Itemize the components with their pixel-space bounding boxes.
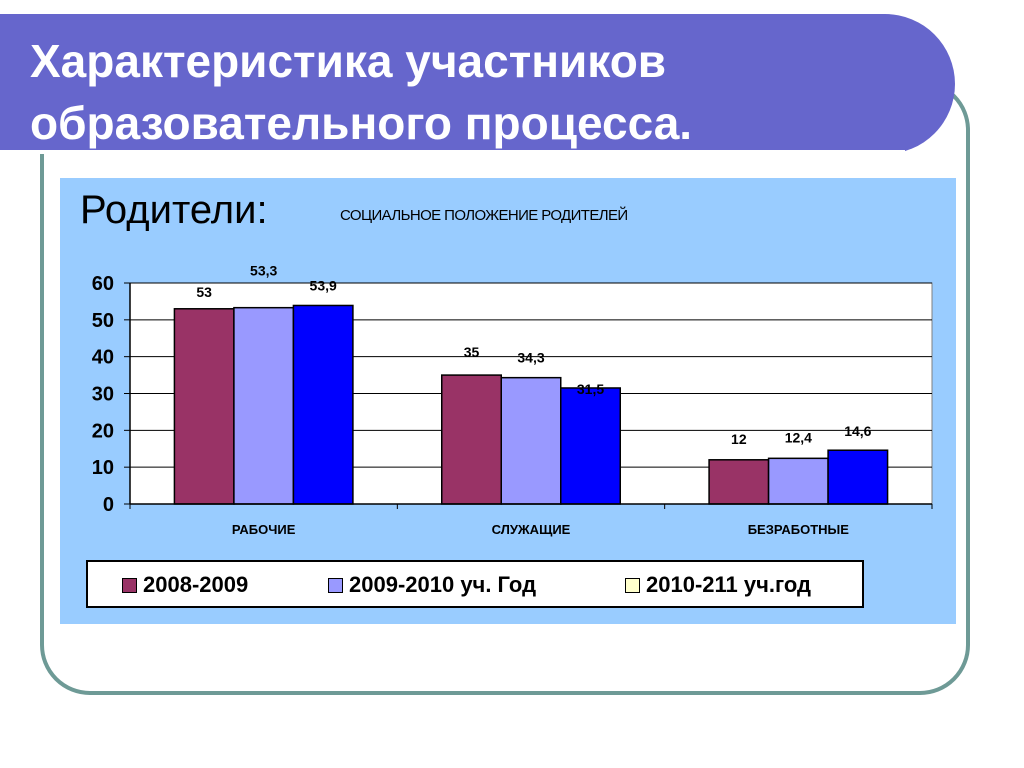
data-label: 14,6: [844, 423, 871, 439]
legend-swatch: [122, 577, 137, 593]
legend: 2008-2009 2009-2010 уч. Год 2010-211 уч.…: [86, 560, 864, 608]
y-tick-label: 50: [92, 310, 114, 332]
data-label: 53: [196, 284, 212, 300]
legend-label: 2008-2009: [143, 572, 249, 597]
data-label: 34,3: [517, 350, 544, 366]
x-tick-label: СЛУЖАЩИЕ: [492, 522, 571, 537]
y-tick-label: 0: [103, 494, 114, 516]
data-label: 12: [731, 431, 747, 447]
axes-group: 0 10 20 30 40 50 60 РАБОЧИЕ СЛУЖАЩИЕ БЕЗРАБОТНЫЕ: [92, 273, 933, 537]
data-label: 31,5: [577, 381, 604, 397]
slide-title-line-2: образовательного процесса.: [30, 97, 693, 149]
title-bar: Характеристика участников образовательно…: [0, 14, 955, 154]
y-tick-label: 30: [92, 384, 114, 406]
legend-swatch: [328, 577, 343, 593]
y-tick-label: 10: [92, 457, 114, 479]
data-label: 53,3: [250, 263, 277, 279]
bar: [292, 304, 354, 505]
bars-group: 53 53,3 53,9 35 34,3 31,5 12 12,4 14,6: [173, 263, 889, 505]
x-tick-label: РАБОЧИЕ: [232, 522, 296, 537]
bar: [708, 459, 770, 505]
bar: [500, 376, 562, 505]
bar: [767, 457, 829, 505]
section-label: Родители:: [80, 188, 268, 232]
legend-label: 2009-2010 уч. Год: [349, 572, 537, 597]
bar: [441, 374, 502, 505]
data-label: 12,4: [785, 429, 812, 445]
data-label: 35: [464, 344, 480, 360]
legend-item-2010-2011: 2010-211 уч.год: [625, 574, 811, 596]
y-tick-label: 60: [92, 273, 114, 295]
title-underline: [0, 150, 905, 154]
bar: [560, 387, 621, 505]
legend-label: 2010-211 уч.год: [646, 572, 811, 597]
slide-title-line-1: Характеристика участников: [30, 35, 667, 87]
data-label: 53,9: [310, 277, 337, 293]
bar: [827, 449, 889, 505]
legend-item-2008-2009: 2008-2009: [122, 574, 248, 596]
legend-swatch: [625, 577, 640, 593]
x-tick-label: БЕЗРАБОТНЫЕ: [748, 522, 850, 537]
chart-title: СОЦИАЛЬНОЕ ПОЛОЖЕНИЕ РОДИТЕЛЕЙ: [340, 206, 628, 224]
legend-item-2009-2010: 2009-2010 уч. Год: [328, 574, 536, 596]
bar: [173, 308, 235, 505]
bar: [233, 306, 295, 505]
y-tick-label: 20: [92, 420, 114, 442]
y-tick-label: 40: [92, 347, 114, 369]
